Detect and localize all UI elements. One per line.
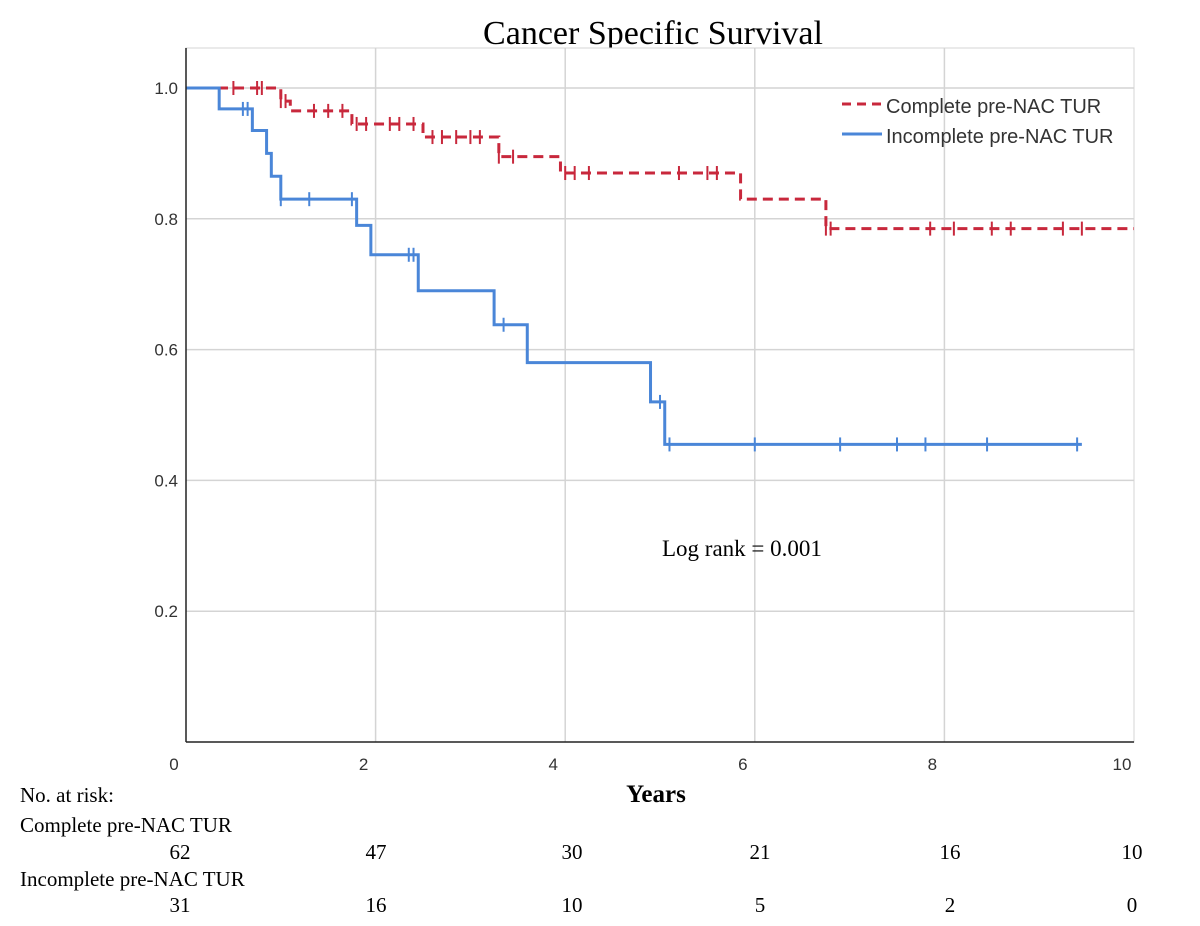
- risk-value: 16: [940, 840, 961, 864]
- km-curve-incomplete: [186, 86, 1082, 446]
- x-tick-label: 8: [928, 755, 937, 774]
- risk-values: 62 47 30 21 16 10 31 16 10 5 2 0: [170, 840, 1143, 917]
- y-tick-label: 0.6: [154, 341, 178, 360]
- risk-value: 47: [366, 840, 387, 864]
- risk-group-label: Complete pre-NAC TUR: [20, 813, 232, 837]
- km-curve-complete: [186, 86, 1134, 231]
- risk-value: 5: [755, 893, 766, 917]
- x-tick-label: 0: [169, 755, 178, 774]
- legend-label-complete: Complete pre-NAC TUR: [886, 96, 1101, 118]
- risk-value: 16: [366, 893, 387, 917]
- risk-table-header: No. at risk:: [20, 783, 114, 807]
- chart-title: Cancer Specific Survival: [483, 15, 823, 52]
- log-rank-annotation: Log rank = 0.001: [662, 536, 822, 561]
- y-tick-label: 0.2: [154, 602, 178, 621]
- y-tick-label: 0.4: [154, 471, 178, 490]
- legend: Complete pre-NAC TUR Incomplete pre-NAC …: [842, 96, 1113, 148]
- risk-value: 62: [170, 840, 191, 864]
- x-tick-label: 10: [1113, 755, 1132, 774]
- risk-value: 31: [170, 893, 191, 917]
- risk-value: 10: [562, 893, 583, 917]
- risk-value: 2: [945, 893, 956, 917]
- risk-value: 30: [562, 840, 583, 864]
- x-tick-label: 4: [548, 755, 557, 774]
- risk-group-label: Incomplete pre-NAC TUR: [20, 867, 245, 891]
- x-tick-label: 2: [359, 755, 368, 774]
- y-tick-label: 1.0: [154, 79, 178, 98]
- legend-label-incomplete: Incomplete pre-NAC TUR: [886, 126, 1113, 148]
- risk-value: 0: [1127, 893, 1138, 917]
- risk-table: No. at risk: Complete pre-NAC TUR Incomp…: [20, 783, 1143, 917]
- risk-value: 21: [750, 840, 771, 864]
- axes: 0 2 4 6 8 10 0.2 0.4 0.6 0.8 1.0: [154, 48, 1134, 774]
- risk-value: 10: [1122, 840, 1143, 864]
- x-tick-label: 6: [738, 755, 747, 774]
- series-layer: [186, 81, 1134, 452]
- x-axis-label: Years: [626, 781, 686, 808]
- grid: [186, 48, 1134, 742]
- y-tick-label: 0.8: [154, 210, 178, 229]
